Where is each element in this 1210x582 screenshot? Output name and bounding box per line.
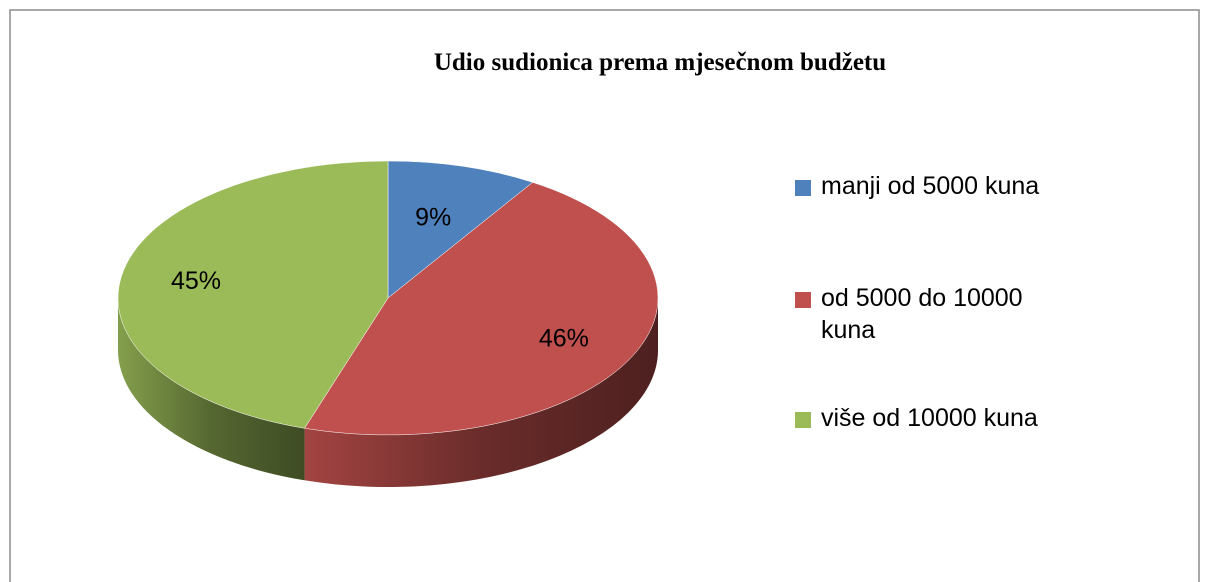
slice-top — [117, 160, 389, 429]
legend-swatch — [795, 292, 811, 308]
value-label: 46% — [539, 325, 589, 353]
chart-title: Udio sudionica prema mjesečnom budžetu — [434, 49, 886, 76]
slice-top — [304, 182, 659, 436]
legend-label: više od 10000 kuna — [821, 404, 1038, 432]
slice — [304, 182, 659, 488]
legend-label: manji od 5000 kuna — [821, 172, 1040, 200]
legend-item: više od 10000 kuna — [795, 402, 1061, 434]
legend-swatch — [795, 180, 811, 196]
legend-item: od 5000 do 10000 kuna — [795, 282, 1061, 346]
slice-side-shade — [118, 298, 305, 481]
value-label: 45% — [171, 267, 221, 295]
slice-side-shade — [304, 298, 658, 488]
legend-swatch — [795, 412, 811, 428]
frame — [9, 9, 1200, 582]
legend-label: od 5000 do 10000 kuna — [821, 284, 1023, 344]
legend-item: manji od 5000 kuna — [795, 170, 1061, 202]
slice — [117, 160, 389, 481]
slice — [387, 160, 534, 299]
value-label: 9% — [415, 204, 451, 232]
slice-top — [387, 160, 534, 299]
